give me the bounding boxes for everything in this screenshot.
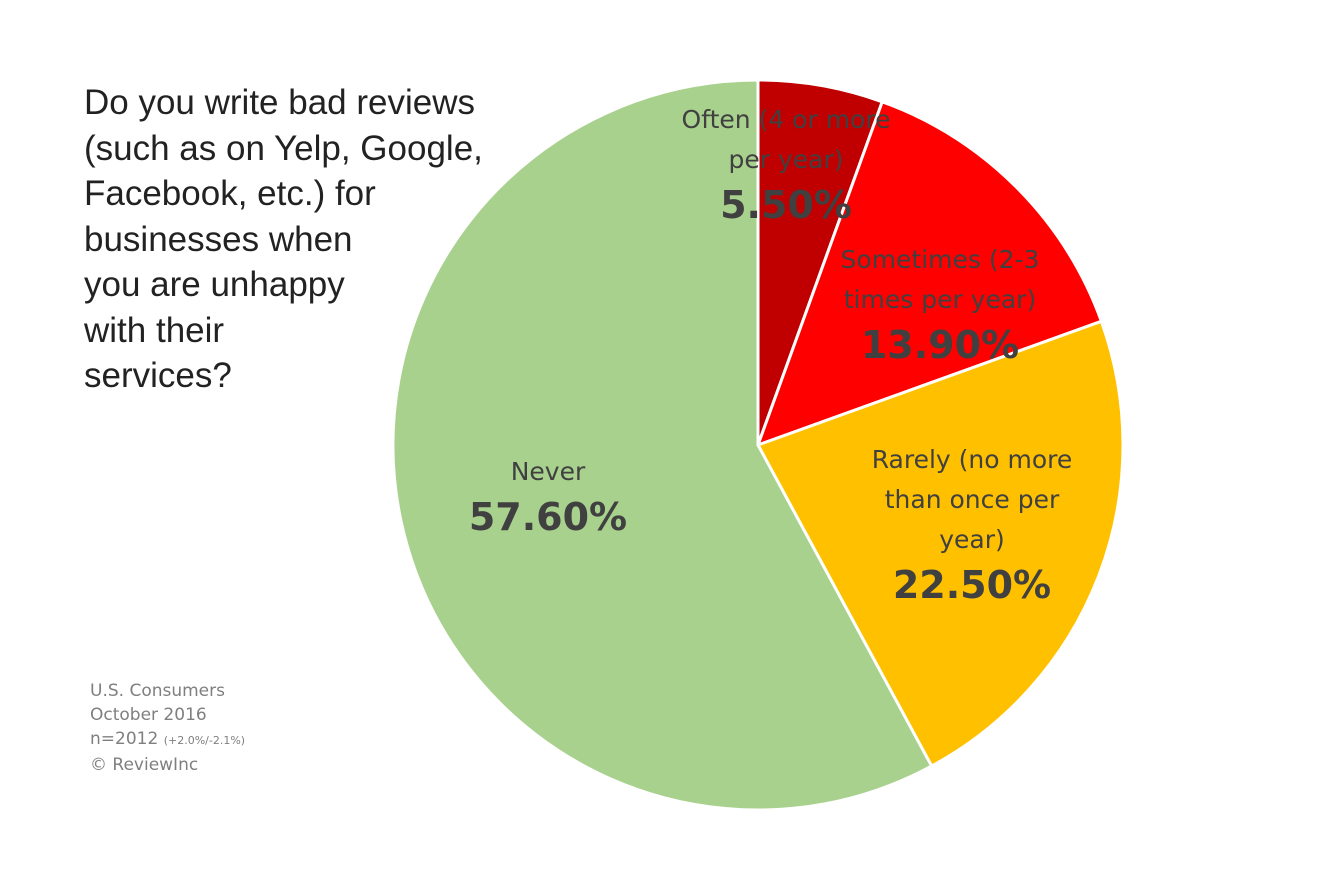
chart-title-line: Do you write bad reviews — [84, 83, 475, 122]
footnote-copyright: © ReviewInc — [90, 755, 199, 775]
footnote-date: October 2016 — [90, 705, 207, 725]
data-label: Often (4 or more per year) 5.50% — [682, 100, 891, 230]
data-label-value: 13.90% — [860, 323, 1020, 367]
pie-slice-sometimes — [755, 99, 1104, 448]
chart-title-line: (such as on Yelp, Google, — [84, 128, 483, 168]
chart-title-line: you are unhappy — [84, 265, 345, 304]
data-label-category: than once per — [884, 485, 1060, 514]
data-label: Sometimes (2-3 times per year) 13.90% — [841, 240, 1040, 370]
chart-title: Do you write bad reviews (such as on Yelp… — [84, 80, 524, 399]
chart-title-line: Facebook, etc.) for — [84, 174, 376, 213]
data-label-category: per year) — [728, 145, 844, 174]
chart-title-line: with their — [84, 310, 225, 350]
data-label-value: 57.60% — [468, 495, 628, 539]
chart-title-line: businesses when — [84, 219, 353, 259]
footnote: U.S. Consumers October 2016 n=2012 (+2.0… — [90, 679, 245, 777]
data-label: Rarely (no more than once per year) 22.50% — [872, 440, 1073, 610]
footnote-margin: (+2.0%/-2.1%) — [163, 734, 246, 747]
data-label-category: Sometimes (2-3 — [840, 245, 1040, 274]
data-label-value: 5.50% — [720, 183, 852, 227]
chart-title-line: services? — [84, 356, 232, 395]
data-label-category: Rarely (no more — [871, 445, 1073, 474]
data-label-category: Often (4 or more — [681, 105, 891, 134]
pie-slice-rarely — [755, 319, 1125, 769]
footnote-sample-size: n=2012 — [90, 729, 159, 749]
data-label-category: times per year) — [843, 285, 1037, 314]
data-label-value: 22.50% — [892, 563, 1052, 607]
footnote-population: U.S. Consumers — [90, 681, 225, 701]
pie-slice-never — [391, 78, 934, 812]
data-label: Never 57.60% — [469, 452, 627, 542]
data-label-category: Never — [510, 457, 586, 486]
data-label-category: year) — [939, 525, 1005, 554]
